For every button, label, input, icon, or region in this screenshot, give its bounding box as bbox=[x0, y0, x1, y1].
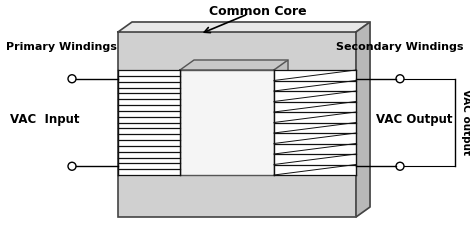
Text: Primary Windings: Primary Windings bbox=[6, 42, 117, 52]
Bar bbox=[180, 70, 274, 175]
Text: VAC output: VAC output bbox=[461, 89, 470, 155]
Text: Secondary Windings: Secondary Windings bbox=[337, 42, 464, 52]
Text: VAC  Input: VAC Input bbox=[10, 114, 79, 127]
Bar bbox=[118, 32, 356, 217]
Polygon shape bbox=[274, 60, 288, 175]
Polygon shape bbox=[118, 22, 370, 32]
Polygon shape bbox=[356, 22, 370, 217]
Bar bbox=[274, 70, 356, 175]
Polygon shape bbox=[180, 60, 288, 70]
Text: Common Core: Common Core bbox=[209, 5, 307, 18]
Text: VAC Output: VAC Output bbox=[376, 114, 453, 127]
Bar bbox=[118, 70, 180, 175]
